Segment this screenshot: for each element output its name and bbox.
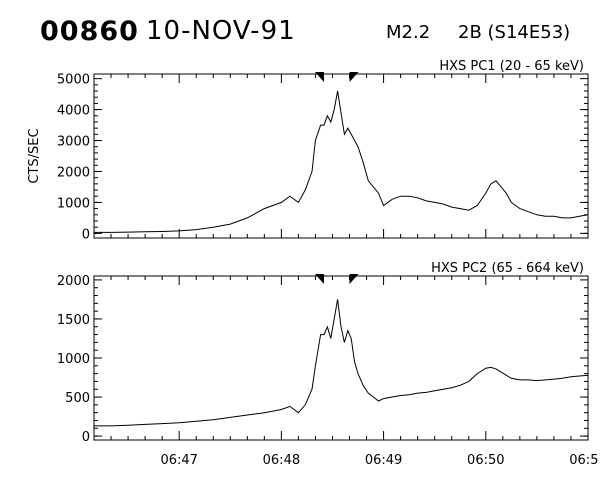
panel-2-time-marker xyxy=(349,274,359,284)
panel-2-xtick-label: 06:51 xyxy=(569,453,600,468)
panel-1-ytick-label: 0 xyxy=(82,227,90,242)
panel-1-ytick-label: 3000 xyxy=(57,135,90,150)
panel-1-ytick-label: 2000 xyxy=(57,165,90,180)
event-date: 10-NOV-91 xyxy=(146,16,296,46)
panel-2-ytick-label: 2000 xyxy=(57,274,90,289)
flare-class: M2.2 xyxy=(386,22,431,43)
panel-1-ytick-label: 1000 xyxy=(57,196,90,211)
panel-1-title: HXS PC1 (20 - 65 keV) xyxy=(439,59,584,74)
panel-2-xtick-label: 06:50 xyxy=(467,453,504,468)
panel-2-ytick-label: 0 xyxy=(82,430,90,445)
panel-1-ytick-label: 4000 xyxy=(57,104,90,119)
event-id: 00860 xyxy=(40,16,139,47)
panel-1-ylabel: CTS/SEC xyxy=(27,128,42,183)
panel-1-series-line xyxy=(94,90,589,233)
panel-2-series-line xyxy=(94,299,589,427)
panel-2-frame xyxy=(93,275,589,441)
flare-location: 2B (S14E53) xyxy=(458,22,571,43)
panel-1-frame xyxy=(93,73,589,239)
panel-2-ytick-label: 1500 xyxy=(57,313,90,328)
panel-1-ytick-label: 5000 xyxy=(57,73,90,88)
panel-2-xtick-label: 06:48 xyxy=(263,453,300,468)
panel-2-xtick-label: 06:49 xyxy=(365,453,402,468)
panel-1-time-marker xyxy=(349,72,359,82)
panel-2-ytick-label: 500 xyxy=(65,391,90,406)
panel-2-time-marker xyxy=(314,274,324,284)
panel-2-ytick-label: 1000 xyxy=(57,352,90,367)
panel-1-time-marker xyxy=(314,72,324,82)
panel-2-title: HXS PC2 (65 - 664 keV) xyxy=(431,261,584,276)
panel-2-xtick-label: 06:47 xyxy=(160,453,197,468)
